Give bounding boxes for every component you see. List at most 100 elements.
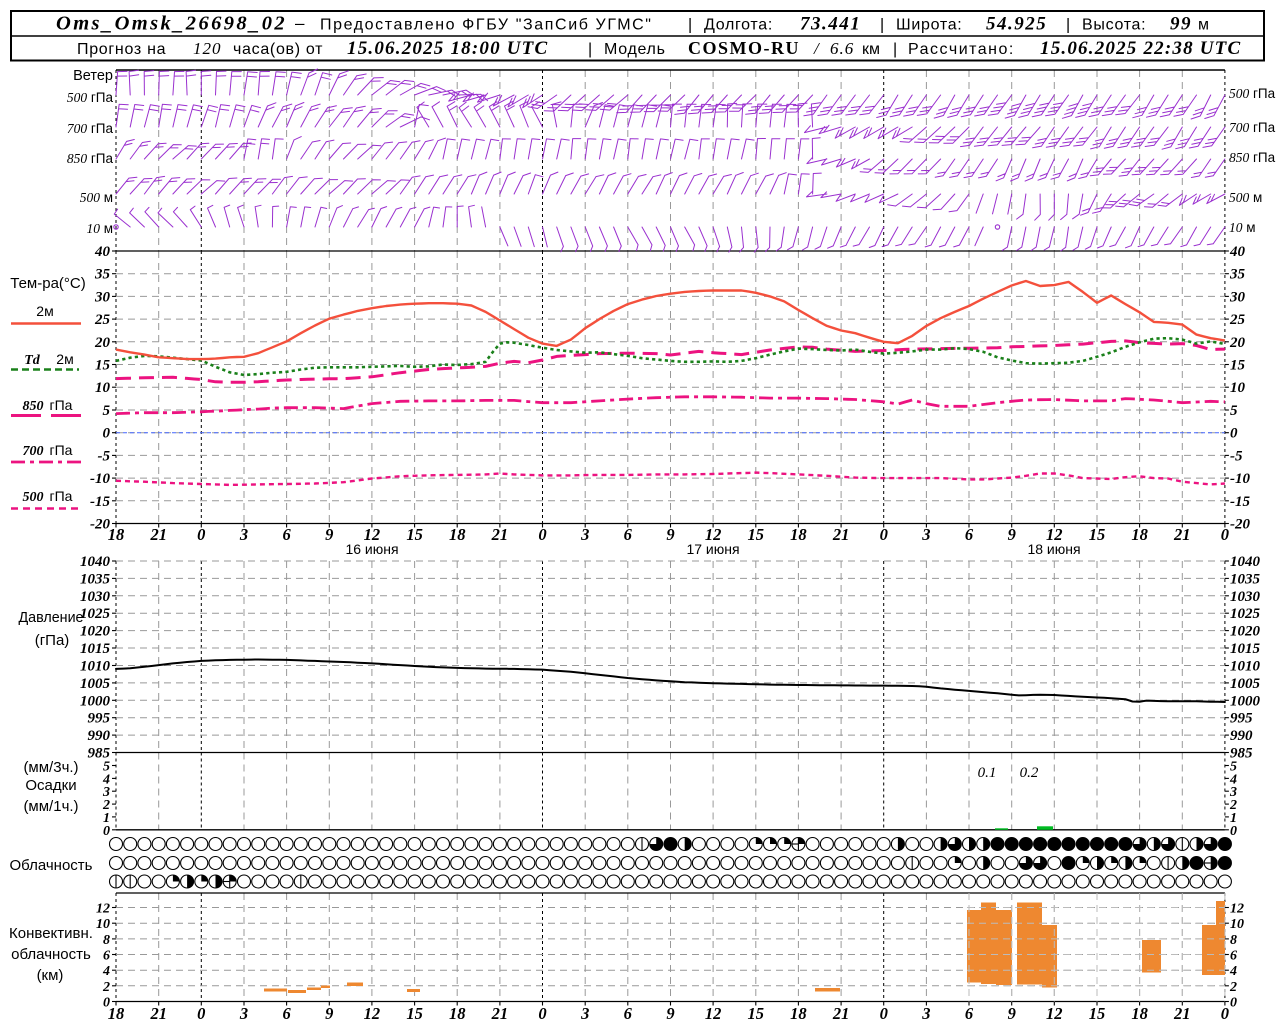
svg-text:25: 25 xyxy=(1229,312,1246,328)
svg-text:0: 0 xyxy=(538,525,546,544)
svg-text:1: 1 xyxy=(103,811,110,826)
svg-text:990: 990 xyxy=(1230,728,1253,744)
svg-text:0.2: 0.2 xyxy=(1020,765,1039,781)
svg-text:73.441: 73.441 xyxy=(800,14,861,35)
svg-text:3: 3 xyxy=(580,525,589,544)
svg-text:1010: 1010 xyxy=(1230,659,1261,675)
svg-text:500 гПа: 500 гПа xyxy=(67,90,114,105)
svg-text:15: 15 xyxy=(1089,525,1106,544)
svg-text:3: 3 xyxy=(1229,785,1237,800)
svg-text:500 м: 500 м xyxy=(80,190,113,205)
svg-text:-5: -5 xyxy=(98,448,111,464)
svg-text:990: 990 xyxy=(88,728,111,744)
svg-text:850: 850 xyxy=(23,399,44,414)
svg-text:700 гПа: 700 гПа xyxy=(1229,120,1276,135)
svg-text:(гПа): (гПа) xyxy=(35,632,70,649)
svg-text:15: 15 xyxy=(748,525,765,544)
svg-text:1015: 1015 xyxy=(80,641,111,657)
svg-text:Широта:: Широта: xyxy=(896,17,962,34)
svg-text:-10: -10 xyxy=(90,471,110,487)
svg-text:8: 8 xyxy=(103,933,110,948)
svg-text:21: 21 xyxy=(491,1004,509,1023)
svg-text:850 гПа: 850 гПа xyxy=(1229,150,1276,165)
svg-text:Долгота:: Долгота: xyxy=(704,17,773,34)
svg-text:Рассчитано:: Рассчитано: xyxy=(908,41,1015,58)
svg-text:10 м: 10 м xyxy=(1229,220,1256,235)
svg-text:6: 6 xyxy=(624,525,633,544)
svg-text:6: 6 xyxy=(282,1004,291,1023)
svg-text:40: 40 xyxy=(94,244,111,260)
svg-text:3: 3 xyxy=(921,525,930,544)
svg-text:0: 0 xyxy=(197,1004,205,1023)
svg-text:2: 2 xyxy=(1229,980,1237,995)
svg-text:21: 21 xyxy=(1173,1004,1191,1023)
svg-text:2: 2 xyxy=(102,980,110,995)
svg-text:Td: Td xyxy=(24,353,41,368)
svg-text:10 м: 10 м xyxy=(86,221,113,236)
svg-text:500 м: 500 м xyxy=(1229,190,1262,205)
svg-text:1035: 1035 xyxy=(80,571,111,587)
svg-text:700: 700 xyxy=(23,444,44,459)
svg-text:5: 5 xyxy=(1230,760,1237,775)
svg-text:99: 99 xyxy=(1170,14,1192,35)
svg-text:12: 12 xyxy=(705,1004,722,1023)
svg-text:20: 20 xyxy=(1229,335,1246,351)
svg-text:9: 9 xyxy=(666,525,674,544)
svg-text:40: 40 xyxy=(1229,244,1246,260)
svg-text:12: 12 xyxy=(364,525,381,544)
svg-text:10: 10 xyxy=(96,917,110,932)
svg-text:21: 21 xyxy=(491,525,509,544)
svg-text:3: 3 xyxy=(102,785,110,800)
svg-text:6: 6 xyxy=(1230,949,1237,964)
svg-text:995: 995 xyxy=(1230,711,1253,727)
svg-text:15: 15 xyxy=(95,358,111,374)
svg-text:(мм/1ч.): (мм/1ч.) xyxy=(23,798,78,815)
svg-text:18: 18 xyxy=(1131,1004,1148,1023)
svg-text:12: 12 xyxy=(96,902,110,917)
svg-text:4: 4 xyxy=(1229,964,1237,979)
svg-text:2м: 2м xyxy=(36,303,53,319)
svg-text:21: 21 xyxy=(832,1004,850,1023)
svg-text:–: – xyxy=(295,14,305,33)
svg-text:4: 4 xyxy=(1229,772,1237,787)
svg-text:Модель: Модель xyxy=(604,41,666,58)
svg-text:0: 0 xyxy=(197,525,205,544)
svg-text:15: 15 xyxy=(1230,358,1246,374)
svg-text:5: 5 xyxy=(1230,403,1238,419)
svg-text:/: / xyxy=(813,39,821,58)
svg-text:-20: -20 xyxy=(90,517,110,533)
svg-text:500 гПа: 500 гПа xyxy=(1229,86,1276,101)
svg-text:1040: 1040 xyxy=(1230,554,1261,570)
svg-text:0: 0 xyxy=(103,824,110,839)
svg-text:0.1: 0.1 xyxy=(978,765,997,781)
svg-text:1000: 1000 xyxy=(80,693,111,709)
svg-text:Oms_Omsk_26698_02: Oms_Omsk_26698_02 xyxy=(56,13,287,35)
svg-text:10: 10 xyxy=(95,380,111,396)
svg-text:0: 0 xyxy=(880,1004,888,1023)
svg-text:1040: 1040 xyxy=(80,554,111,570)
svg-text:0: 0 xyxy=(103,996,110,1011)
svg-text:0: 0 xyxy=(880,525,888,544)
svg-text:12: 12 xyxy=(705,525,722,544)
svg-text:|: | xyxy=(1066,17,1070,34)
svg-text:-20: -20 xyxy=(1230,517,1250,533)
svg-text:18: 18 xyxy=(790,1004,807,1023)
svg-text:1000: 1000 xyxy=(1230,693,1261,709)
svg-text:700 гПа: 700 гПа xyxy=(67,121,114,136)
svg-text:|: | xyxy=(880,17,884,34)
svg-text:0: 0 xyxy=(1230,426,1238,442)
svg-text:10: 10 xyxy=(1230,917,1244,932)
svg-text:Облачность: Облачность xyxy=(10,857,93,874)
svg-text:гПа: гПа xyxy=(50,488,73,504)
svg-text:6: 6 xyxy=(965,1004,974,1023)
svg-text:985: 985 xyxy=(88,746,111,762)
svg-text:0: 0 xyxy=(1221,525,1229,544)
svg-text:1025: 1025 xyxy=(80,606,111,622)
svg-text:18: 18 xyxy=(1131,525,1148,544)
svg-text:1035: 1035 xyxy=(1230,571,1261,587)
svg-text:0: 0 xyxy=(103,426,111,442)
svg-text:9: 9 xyxy=(325,1004,333,1023)
svg-text:Прогноз на: Прогноз на xyxy=(77,41,166,58)
svg-text:3: 3 xyxy=(921,1004,930,1023)
svg-text:30: 30 xyxy=(1229,289,1246,305)
